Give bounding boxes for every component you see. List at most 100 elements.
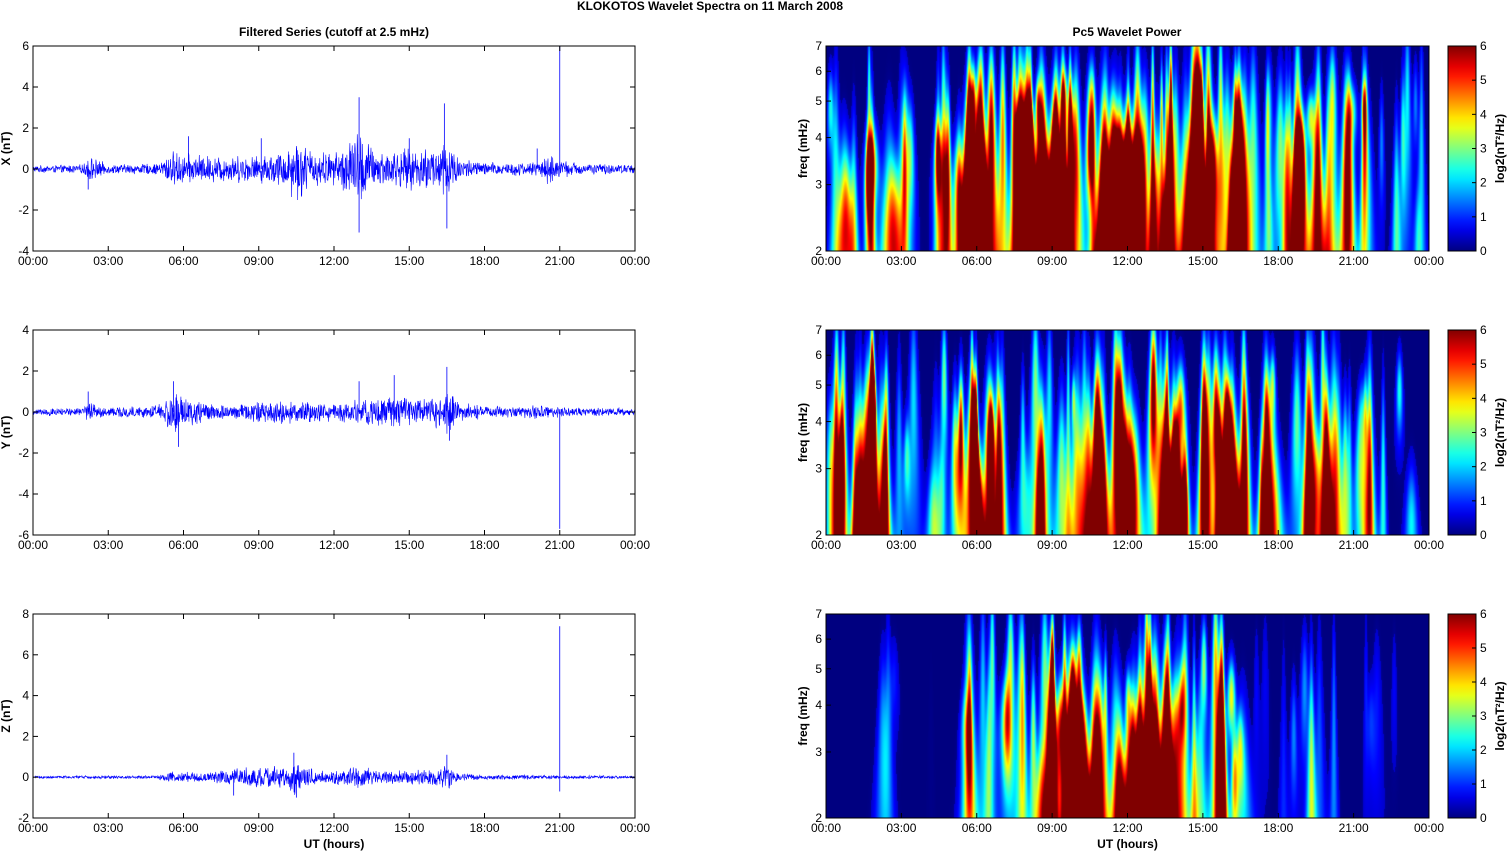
x-tick-label: 21:00 [545,538,575,552]
x-tick-label: 00:00 [620,821,650,835]
colorbar-label: log2(nT²/Hz) [1493,398,1507,467]
y-axis-label: freq (mHz) [796,403,810,462]
x-tick-label: 12:00 [1112,821,1142,835]
series-trace [32,765,636,795]
colorbar-tick-label: 3 [1480,426,1487,440]
colorbar-tick-label: 4 [1480,391,1487,405]
plot-area [33,46,635,251]
colorbar-tick-label: 6 [1480,39,1487,53]
y-tick-label: -4 [18,487,29,501]
x-tick-label: 15:00 [394,821,424,835]
colorbar-tick-label: 3 [1480,142,1487,156]
y-tick-label: 7 [815,39,822,53]
wavelet-panel: 00:00 03:00 06:00 09:00 12:00 15:00 18:00 21:00… [796,607,1507,851]
x-tick-label: 12:00 [319,538,349,552]
x-tick-label: 15:00 [394,538,424,552]
colorbar [1447,329,1477,536]
y-tick-label: 4 [22,689,29,703]
colorbar-tick-label: 2 [1480,460,1487,474]
colorbar-tick-label: 3 [1480,709,1487,723]
wavelet-power-image [826,330,1429,535]
x-tick-label: 18:00 [1263,538,1293,552]
y-tick-label: 2 [22,364,29,378]
colorbar-tick-label: 4 [1480,675,1487,689]
y-tick-label: -6 [18,528,29,542]
y-tick-label: 4 [815,131,822,145]
colorbar [1447,613,1477,819]
y-tick-label: 0 [22,770,29,784]
x-tick-label: 09:00 [1037,821,1067,835]
y-tick-label: -4 [18,244,29,258]
colorbar [1447,45,1477,252]
colorbar-tick-label: 0 [1480,811,1487,825]
series-trace [32,393,636,434]
y-tick-label: 4 [22,323,29,337]
x-tick-label: 06:00 [962,254,992,268]
x-tick-label: 18:00 [1263,254,1293,268]
x-tick-label: 00:00 [811,821,841,835]
y-tick-label: 3 [815,745,822,759]
colorbar-tick-label: 5 [1480,641,1487,655]
wavelet-panel: 00:00 03:00 06:00 09:00 12:00 15:00 18:00 21:00… [796,323,1507,552]
x-tick-label: 12:00 [1112,538,1142,552]
y-tick-label: 2 [22,121,29,135]
x-tick-label: 18:00 [469,538,499,552]
x-tick-label: 21:00 [1339,538,1369,552]
y-tick-label: 2 [815,811,822,825]
y-tick-label: 7 [815,607,822,621]
colorbar-tick-label: 1 [1480,210,1487,224]
x-axis-label: UT (hours) [304,837,365,851]
timeseries-panel: 00:00 03:00 06:00 09:00 12:00 15:00 18:00 21:00… [0,607,650,851]
x-tick-label: 06:00 [168,254,198,268]
colorbar-label: log2(nT²/Hz) [1493,681,1507,750]
x-tick-label: 03:00 [93,538,123,552]
y-tick-label: -2 [18,811,29,825]
x-tick-label: 15:00 [394,254,424,268]
wavelet-power-image [826,46,1429,251]
x-tick-label: 12:00 [1112,254,1142,268]
y-tick-label: 2 [815,244,822,258]
x-tick-label: 15:00 [1188,821,1218,835]
y-tick-label: 8 [22,607,29,621]
x-tick-label: 21:00 [545,254,575,268]
x-tick-label: 00:00 [1414,538,1444,552]
x-tick-label: 21:00 [1339,821,1369,835]
x-tick-label: 09:00 [1037,254,1067,268]
y-tick-label: 6 [815,348,822,362]
colorbar-tick-label: 2 [1480,743,1487,757]
x-tick-label: 18:00 [469,821,499,835]
x-tick-label: 00:00 [18,821,48,835]
y-tick-label: 7 [815,323,822,337]
y-axis-label: X (nT) [0,132,13,166]
x-tick-label: 15:00 [1188,254,1218,268]
y-tick-label: 5 [815,378,822,392]
y-tick-label: 6 [22,648,29,662]
x-tick-label: 03:00 [93,821,123,835]
colorbar-tick-label: 6 [1480,607,1487,621]
x-tick-label: 03:00 [93,254,123,268]
x-tick-label: 03:00 [886,254,916,268]
y-axis-label: Y (nT) [0,416,13,450]
colorbar-tick-label: 5 [1480,357,1487,371]
x-tick-label: 15:00 [1188,538,1218,552]
y-tick-label: 2 [815,528,822,542]
x-tick-label: 00:00 [811,254,841,268]
timeseries-panel: 00:00 03:00 06:00 09:00 12:00 15:00 18:00 21:00… [0,39,650,268]
wavelet-panel: 00:00 03:00 06:00 09:00 12:00 15:00 18:00 21:00… [796,39,1507,268]
x-tick-label: 03:00 [886,538,916,552]
colorbar-tick-label: 4 [1480,107,1487,121]
x-tick-label: 18:00 [1263,821,1293,835]
y-tick-label: 2 [22,729,29,743]
x-tick-label: 18:00 [469,254,499,268]
y-tick-label: 4 [22,80,29,94]
x-tick-label: 21:00 [545,821,575,835]
y-tick-label: -2 [18,446,29,460]
y-axis-label: Z (nT) [0,699,13,732]
x-tick-label: 06:00 [168,538,198,552]
y-tick-label: -2 [18,203,29,217]
x-tick-label: 00:00 [18,538,48,552]
x-tick-label: 06:00 [962,538,992,552]
colorbar-tick-label: 5 [1480,73,1487,87]
y-tick-label: 0 [22,405,29,419]
